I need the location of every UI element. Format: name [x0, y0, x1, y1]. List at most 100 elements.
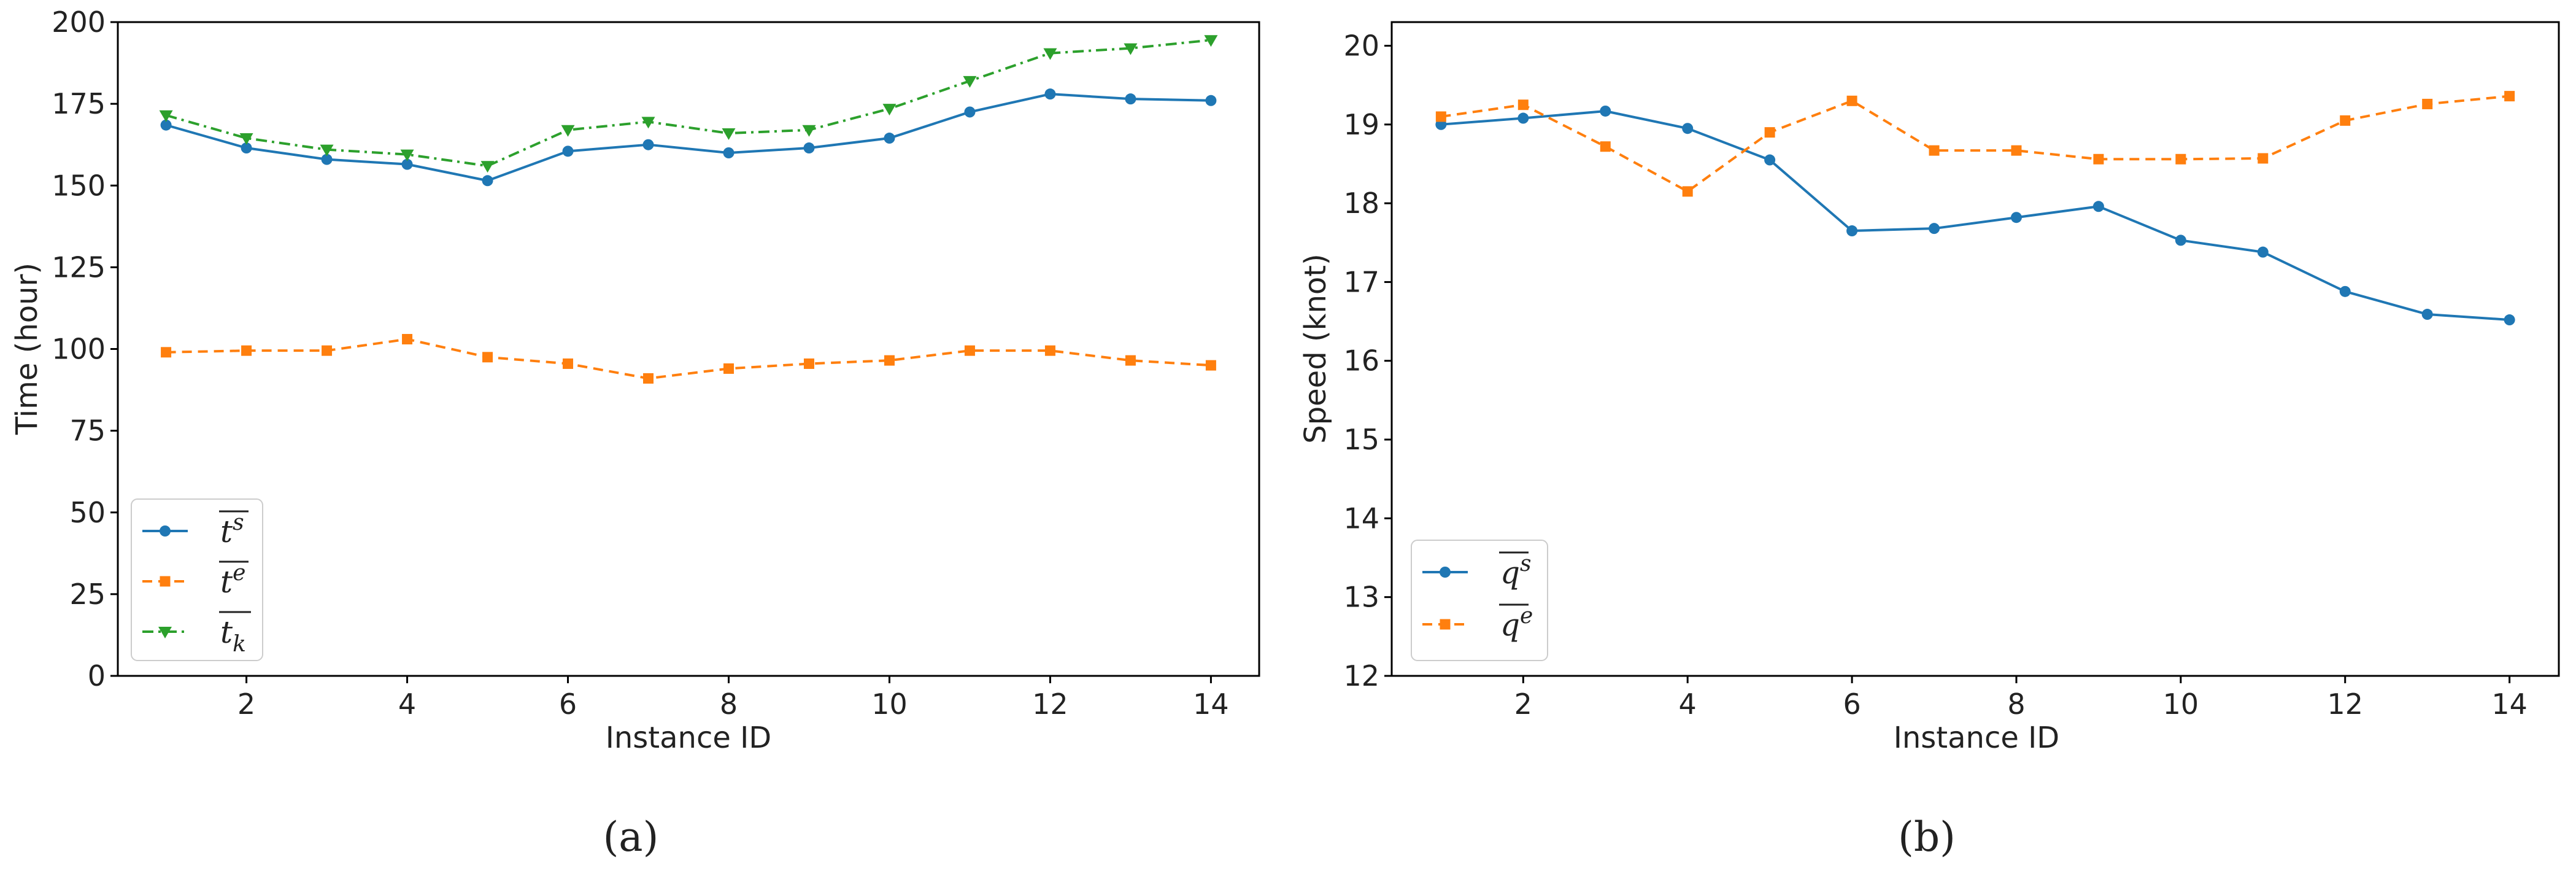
x-axis-label: Instance ID: [1894, 721, 2060, 755]
series-line-ts: [166, 93, 1211, 182]
data-point: [241, 345, 252, 356]
data-point: [1682, 186, 1693, 197]
legend-label-tk: tk: [220, 614, 246, 657]
data-point: [963, 76, 977, 88]
data-point: [1846, 225, 1858, 237]
panel-b-speed-chart: 2 4 6 8 10 12 14 12 13 14 15 16 17 18 19 20 Instance I…: [1298, 21, 2560, 861]
data-point: [480, 161, 495, 173]
data-point: [402, 334, 413, 345]
data-point: [1600, 105, 1611, 117]
data-point: [1205, 95, 1217, 106]
y-tick-label: 75: [69, 414, 106, 448]
data-point: [161, 347, 172, 358]
legend: qs qe: [1411, 540, 1548, 661]
x-tick-label: 2: [237, 688, 255, 721]
legend-box: [131, 498, 263, 661]
x-tick-label: 6: [559, 688, 577, 721]
x-tick-label: 10: [2163, 688, 2199, 721]
data-point: [2421, 309, 2433, 320]
y-axis-ticks: 12 13 14 15 16 17 18 19 20: [1343, 29, 1392, 692]
legend-label-qe: qe: [1500, 603, 1533, 643]
data-point: [401, 158, 413, 170]
data-point: [1600, 141, 1611, 152]
data-point: [482, 175, 493, 187]
data-point: [1764, 127, 1775, 138]
x-axis-ticks: 2 4 6 8 10 12 14: [1514, 676, 2528, 721]
y-tick-label: 0: [88, 659, 106, 692]
data-point: [803, 142, 815, 154]
legend-label-qs: qs: [1500, 551, 1532, 591]
data-point: [1682, 123, 1694, 134]
data-point: [322, 345, 333, 356]
data-point: [2175, 235, 2186, 246]
y-tick-label: 18: [1343, 187, 1379, 220]
data-point: [160, 119, 172, 131]
y-axis-label: Speed (knot): [1298, 254, 1333, 444]
data-point: [2504, 91, 2515, 102]
data-point: [321, 153, 333, 165]
data-point: [2504, 314, 2515, 326]
x-axis-label: Instance ID: [606, 721, 772, 755]
data-point: [884, 355, 895, 366]
data-point: [1517, 112, 1529, 124]
plot-frame: [117, 21, 1260, 677]
y-tick-label: 50: [69, 496, 106, 529]
data-point: [643, 373, 654, 384]
series-line-tk: [166, 39, 1211, 168]
y-tick-label: 19: [1343, 108, 1379, 141]
data-point: [1517, 99, 1529, 110]
series-ts: [160, 88, 1217, 187]
data-point: [1043, 48, 1057, 60]
x-tick-label: 14: [2491, 688, 2528, 721]
data-point: [1125, 93, 1136, 105]
legend-marker-tk: [158, 627, 172, 638]
data-point: [2092, 201, 2104, 212]
y-tick-label: 14: [1343, 502, 1379, 535]
data-point: [239, 133, 253, 145]
data-point: [641, 117, 655, 129]
data-point: [2010, 212, 2022, 223]
data-point: [803, 358, 814, 369]
data-point: [2011, 145, 2022, 156]
series-qs: [1435, 105, 2515, 326]
data-point: [400, 149, 414, 161]
series-qe: [1435, 91, 2515, 197]
data-point: [159, 110, 173, 122]
data-point: [1044, 345, 1055, 356]
x-tick-label: 2: [1514, 688, 1532, 721]
plot-frame: [1390, 21, 2560, 677]
legend-label-te: te: [220, 560, 245, 600]
data-point: [882, 104, 897, 116]
data-point: [1124, 43, 1138, 55]
series-line-qs: [1441, 109, 2510, 322]
data-point: [1205, 360, 1216, 371]
data-point: [563, 358, 574, 369]
x-axis-ticks: 2 4 6 8 10 12 14: [237, 676, 1229, 721]
y-axis-label: Time (hour): [10, 263, 44, 435]
series-tk: [159, 35, 1218, 173]
x-tick-label: 4: [1679, 688, 1697, 721]
y-tick-label: 175: [52, 87, 106, 120]
data-point: [1929, 223, 1940, 235]
legend-label-ts: ts: [220, 510, 244, 549]
data-point: [2340, 115, 2351, 126]
x-tick-label: 12: [2327, 688, 2363, 721]
series-layer: [1435, 91, 2515, 326]
legend-marker-qs: [1440, 567, 1451, 578]
data-point: [1204, 35, 1218, 47]
data-point: [802, 125, 816, 137]
legend: ts te tk: [131, 498, 263, 661]
y-tick-label: 15: [1343, 423, 1379, 456]
series-te: [161, 334, 1216, 384]
y-tick-label: 12: [1343, 659, 1379, 692]
y-tick-label: 150: [52, 169, 106, 202]
data-point: [320, 144, 334, 157]
x-tick-label: 10: [871, 688, 908, 721]
series-layer: [159, 35, 1218, 384]
series-line-te: [166, 338, 1211, 380]
legend-marker-ts: [160, 525, 171, 537]
data-point: [723, 363, 734, 374]
y-tick-label: 200: [52, 6, 106, 39]
data-point: [1044, 88, 1056, 100]
